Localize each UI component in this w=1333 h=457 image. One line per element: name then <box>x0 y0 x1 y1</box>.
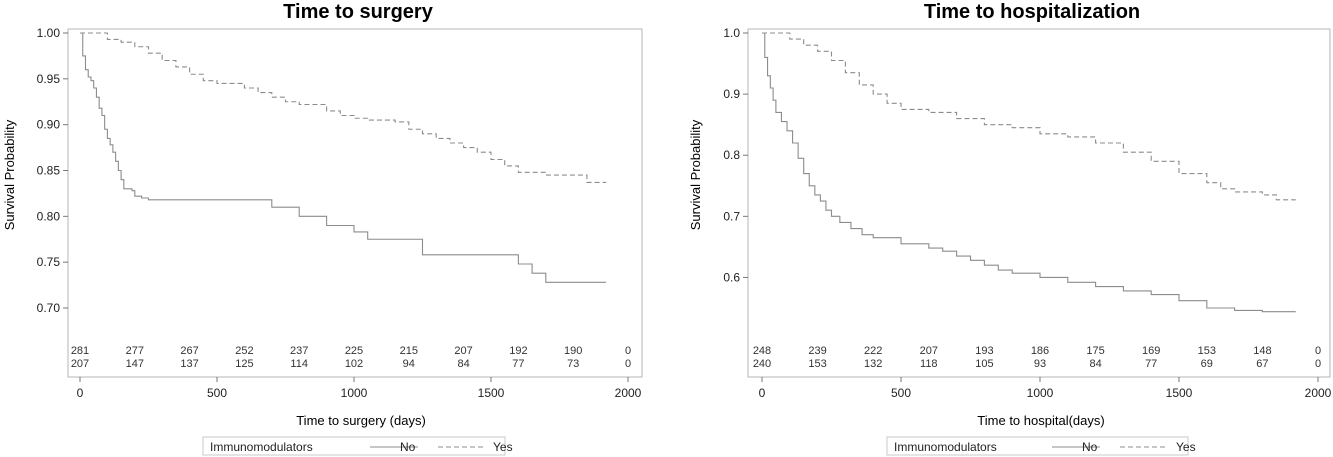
risk-count-yes: 132 <box>864 358 882 370</box>
y-tick-label: 1.00 <box>37 26 61 40</box>
y-tick-label: 0.70 <box>37 301 61 315</box>
risk-count-yes: 84 <box>1089 358 1101 370</box>
risk-count-yes: 118 <box>920 358 938 370</box>
x-tick-label: 500 <box>891 386 911 400</box>
chart-title: Time to hospitalization <box>924 1 1140 23</box>
risk-count-no: 0 <box>625 345 631 357</box>
risk-count-yes: 207 <box>71 358 89 370</box>
y-tick-label: 0.95 <box>37 72 61 86</box>
x-tick-label: 500 <box>207 386 227 400</box>
x-tick-label: 2000 <box>1305 386 1332 400</box>
legend-title: Immunomodulators <box>210 440 313 454</box>
risk-count-no: 169 <box>1142 345 1160 357</box>
chart-panel-hospitalization: Time to hospitalization 1.0 0.9 0.8 0.7 0.6 0 5… <box>688 1 1332 456</box>
y-tick-label: 0.75 <box>37 255 61 269</box>
legend-label-yes: Yes <box>1176 440 1196 454</box>
x-tick-label: 1500 <box>478 386 505 400</box>
legend-label-no: No <box>400 440 416 454</box>
risk-count-yes: 153 <box>808 358 826 370</box>
risk-count-no: 277 <box>126 345 144 357</box>
legend-title: Immunomodulators <box>894 440 997 454</box>
risk-count-yes: 69 <box>1201 358 1213 370</box>
y-tick-label: 0.9 <box>723 87 740 101</box>
risk-count-yes: 73 <box>567 358 579 370</box>
risk-count-no: 207 <box>454 345 472 357</box>
y-tick-label: 1.0 <box>723 26 740 40</box>
risk-count-yes: 125 <box>235 358 253 370</box>
chart-title: Time to surgery <box>283 1 434 23</box>
risk-count-yes: 93 <box>1034 358 1046 370</box>
x-tick-label: 1500 <box>1166 386 1193 400</box>
risk-count-no: 237 <box>290 345 308 357</box>
y-tick-label: 0.8 <box>723 148 740 162</box>
risk-count-no: 225 <box>345 345 363 357</box>
risk-count-no: 192 <box>509 345 527 357</box>
risk-count-yes: 0 <box>1315 358 1321 370</box>
y-axis-label: Survival Probability <box>2 119 17 230</box>
y-tick-label: 0.80 <box>37 209 61 223</box>
x-axis-label: Time to hospital(days) <box>977 413 1104 428</box>
legend-box <box>202 436 506 456</box>
risk-count-yes: 147 <box>126 358 144 370</box>
y-tick-label: 0.6 <box>723 270 740 284</box>
risk-count-yes: 240 <box>753 358 771 370</box>
risk-count-no: 215 <box>400 345 418 357</box>
risk-count-yes: 77 <box>1145 358 1157 370</box>
risk-count-yes: 0 <box>625 358 631 370</box>
y-axis-label: Survival Probability <box>688 119 703 230</box>
series-line-yes <box>762 32 1296 201</box>
risk-count-no: 0 <box>1315 345 1321 357</box>
plot-area <box>67 28 643 378</box>
risk-count-yes: 67 <box>1256 358 1268 370</box>
x-tick-label: 0 <box>77 386 84 400</box>
x-tick-label: 1000 <box>1027 386 1054 400</box>
risk-count-no: 252 <box>235 345 253 357</box>
risk-count-yes: 105 <box>975 358 993 370</box>
risk-count-no: 193 <box>975 345 993 357</box>
risk-count-yes: 84 <box>457 358 469 370</box>
risk-count-no: 148 <box>1253 345 1271 357</box>
risk-count-no: 186 <box>1031 345 1049 357</box>
plot-area <box>747 28 1331 378</box>
risk-count-no: 175 <box>1086 345 1104 357</box>
series-line-no <box>80 32 607 283</box>
chart-panel-surgery: Time to surgery 1.00 0.95 0.90 0.85 0.80 0.75 0… <box>2 1 643 456</box>
risk-count-no: 222 <box>864 345 882 357</box>
legend-box <box>886 436 1189 456</box>
risk-count-no: 207 <box>920 345 938 357</box>
risk-count-yes: 102 <box>345 358 363 370</box>
risk-count-yes: 94 <box>403 358 415 370</box>
series-line-no <box>762 32 1296 313</box>
x-tick-label: 2000 <box>615 386 642 400</box>
series-line-yes <box>80 32 607 183</box>
x-tick-label: 1000 <box>341 386 368 400</box>
y-tick-label: 0.90 <box>37 118 61 132</box>
risk-count-no: 239 <box>808 345 826 357</box>
y-tick-label: 0.85 <box>37 164 61 178</box>
risk-count-no: 153 <box>1198 345 1216 357</box>
risk-count-no: 248 <box>753 345 771 357</box>
legend-label-no: No <box>1082 440 1098 454</box>
y-tick-label: 0.7 <box>723 209 740 223</box>
risk-count-no: 190 <box>564 345 582 357</box>
risk-count-no: 281 <box>71 345 89 357</box>
risk-count-yes: 114 <box>290 358 308 370</box>
risk-count-yes: 137 <box>180 358 198 370</box>
x-tick-label: 0 <box>759 386 766 400</box>
legend-label-yes: Yes <box>493 440 513 454</box>
risk-count-yes: 77 <box>512 358 524 370</box>
risk-count-no: 267 <box>180 345 198 357</box>
x-axis-label: Time to surgery (days) <box>296 413 426 428</box>
